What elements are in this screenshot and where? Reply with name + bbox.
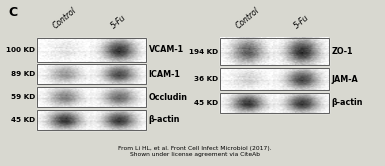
Text: JAM-A: JAM-A — [332, 75, 358, 84]
Text: 59 KD: 59 KD — [11, 94, 35, 100]
Text: 89 KD: 89 KD — [11, 71, 35, 77]
Bar — [221, 93, 329, 113]
Bar — [37, 110, 146, 129]
Text: From Li HL, et al. Front Cell Infect Microbiol (2017).: From Li HL, et al. Front Cell Infect Mic… — [118, 146, 272, 151]
Text: 194 KD: 194 KD — [189, 49, 219, 55]
Text: 5-Fu: 5-Fu — [109, 13, 128, 31]
Bar — [37, 87, 146, 107]
Bar — [37, 38, 146, 62]
Bar — [221, 38, 329, 65]
Bar — [37, 64, 146, 84]
Text: Control: Control — [234, 6, 261, 31]
Text: 5-Fu: 5-Fu — [293, 13, 311, 31]
Bar — [221, 38, 329, 65]
Text: Occludin: Occludin — [149, 92, 187, 102]
Bar — [221, 68, 329, 90]
Text: ICAM-1: ICAM-1 — [149, 70, 181, 79]
Bar — [37, 110, 146, 129]
Bar — [37, 38, 146, 62]
Text: β-actin: β-actin — [149, 115, 180, 124]
Bar — [37, 87, 146, 107]
Text: 100 KD: 100 KD — [6, 47, 35, 53]
Text: ZO-1: ZO-1 — [332, 47, 353, 56]
Text: 36 KD: 36 KD — [194, 76, 219, 82]
Text: β-actin: β-actin — [332, 98, 363, 107]
Text: Shown under license agreement via CiteAb: Shown under license agreement via CiteAb — [130, 152, 260, 157]
Bar — [221, 68, 329, 90]
Text: Control: Control — [51, 6, 78, 31]
Bar — [37, 64, 146, 84]
Text: 45 KD: 45 KD — [11, 117, 35, 123]
Text: C: C — [9, 6, 18, 19]
Text: VCAM-1: VCAM-1 — [149, 45, 184, 54]
Text: 45 KD: 45 KD — [194, 100, 219, 106]
Bar — [221, 93, 329, 113]
